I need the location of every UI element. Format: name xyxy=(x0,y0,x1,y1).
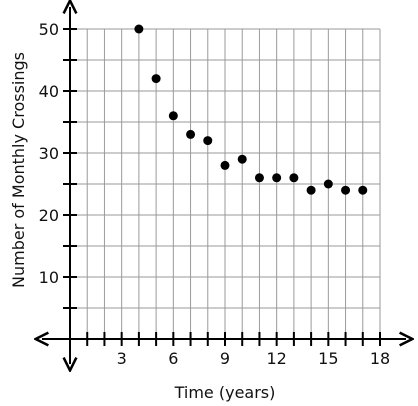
y-tick-label: 20 xyxy=(39,206,59,225)
axes xyxy=(42,7,406,364)
data-point xyxy=(289,173,299,183)
data-point xyxy=(220,160,230,170)
data-point xyxy=(272,173,282,183)
data-point xyxy=(203,136,213,146)
data-point xyxy=(254,173,264,183)
data-points xyxy=(134,24,368,195)
x-tick-label: 9 xyxy=(220,349,230,368)
x-tick-label: 6 xyxy=(168,349,178,368)
data-point xyxy=(237,154,247,164)
data-point xyxy=(134,24,144,34)
x-tick-label: 18 xyxy=(370,349,390,368)
x-tick-label: 12 xyxy=(266,349,286,368)
y-tick-label: 50 xyxy=(39,20,59,39)
y-axis-title: Number of Monthly Crossings xyxy=(9,52,28,288)
x-axis-title: Time (years) xyxy=(174,383,276,402)
grid-lines xyxy=(70,28,381,339)
data-point xyxy=(341,185,351,195)
data-point xyxy=(306,185,316,195)
y-tick-label: 30 xyxy=(39,144,59,163)
x-tick-labels: 3 6 9 12 15 18 xyxy=(117,349,391,368)
data-point xyxy=(323,179,333,189)
data-point xyxy=(168,111,178,121)
y-tick-label: 10 xyxy=(39,268,59,287)
data-point xyxy=(358,185,368,195)
x-tick-label: 15 xyxy=(318,349,338,368)
data-point xyxy=(151,74,161,84)
y-tick-labels: 10 20 30 40 50 xyxy=(39,20,59,287)
data-point xyxy=(186,129,196,139)
y-tick-label: 40 xyxy=(39,82,59,101)
x-tick-label: 3 xyxy=(117,349,127,368)
